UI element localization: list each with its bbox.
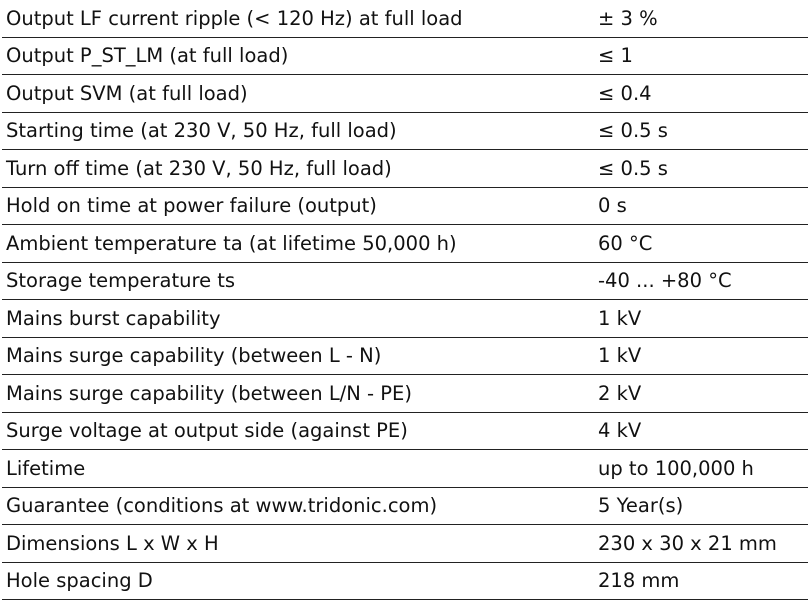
spec-value: 1 kV [594,337,808,375]
spec-value: 0 s [594,187,808,225]
spec-value: 2 kV [594,374,808,413]
spec-row: Hole spacing D 218 mm [2,562,808,600]
spec-value: 218 mm [594,562,808,600]
spec-value: 1 kV [594,299,808,338]
spec-label: Dimensions L x W x H [2,524,594,563]
spec-label: Turn off time (at 230 V, 50 Hz, full loa… [2,149,594,188]
spec-value: 4 kV [594,412,808,450]
spec-value: ± 3 % [594,0,808,38]
spec-row: Guarantee (conditions at www.tridonic.co… [2,487,808,525]
spec-row: Dimensions L x W x H 230 x 30 x 21 mm [2,524,808,563]
spec-label: Guarantee (conditions at www.tridonic.co… [2,487,594,525]
spec-label: Surge voltage at output side (against PE… [2,412,594,450]
spec-row: Ambient temperature ta (at lifetime 50,0… [2,224,808,263]
spec-label: Output P_ST_LM (at full load) [2,37,594,75]
spec-value: 60 °C [594,224,808,263]
spec-row: Output LF current ripple (< 120 Hz) at f… [2,0,808,38]
spec-row: Turn off time (at 230 V, 50 Hz, full loa… [2,149,808,188]
spec-label: Lifetime [2,449,594,488]
spec-label: Hold on time at power failure (output) [2,187,594,225]
spec-value: 230 x 30 x 21 mm [594,524,808,563]
spec-label: Hole spacing D [2,562,594,600]
spec-label: Mains surge capability (between L/N - PE… [2,374,594,413]
spec-label: Mains surge capability (between L - N) [2,337,594,375]
spec-value: ≤ 1 [594,37,808,75]
spec-label: Starting time (at 230 V, 50 Hz, full loa… [2,112,594,150]
spec-row: Output SVM (at full load) ≤ 0.4 [2,74,808,113]
spec-row: Mains burst capability 1 kV [2,299,808,338]
spec-value: up to 100,000 h [594,449,808,488]
spec-row: Surge voltage at output side (against PE… [2,412,808,450]
spec-table: Output LF current ripple (< 120 Hz) at f… [2,0,808,600]
spec-row: Output P_ST_LM (at full load) ≤ 1 [2,37,808,75]
spec-row: Mains surge capability (between L/N - PE… [2,374,808,413]
spec-label: Output LF current ripple (< 120 Hz) at f… [2,0,594,38]
spec-row: Starting time (at 230 V, 50 Hz, full loa… [2,112,808,150]
spec-value: ≤ 0.5 s [594,112,808,150]
spec-row: Storage temperature ts -40 ... +80 °C [2,262,808,300]
spec-value: -40 ... +80 °C [594,262,808,300]
spec-value: 5 Year(s) [594,487,808,525]
spec-row: Lifetime up to 100,000 h [2,449,808,488]
spec-label: Mains burst capability [2,299,594,338]
spec-row: Mains surge capability (between L - N) 1 … [2,337,808,375]
spec-label: Ambient temperature ta (at lifetime 50,0… [2,224,594,263]
spec-label: Storage temperature ts [2,262,594,300]
spec-label: Output SVM (at full load) [2,74,594,113]
spec-value: ≤ 0.5 s [594,149,808,188]
spec-value: ≤ 0.4 [594,74,808,113]
spec-row: Hold on time at power failure (output) 0 … [2,187,808,225]
